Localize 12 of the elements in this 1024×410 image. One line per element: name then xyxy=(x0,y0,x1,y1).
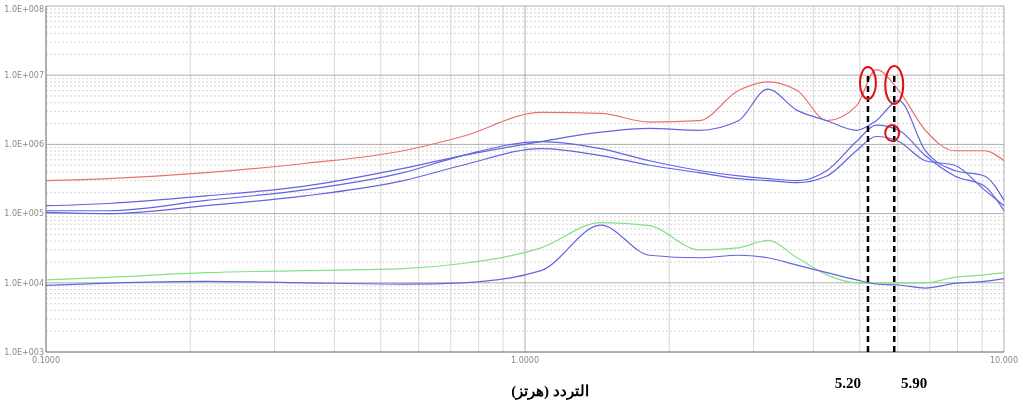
x-tick-label: 0.1000 xyxy=(32,356,60,365)
y-tick-label: 1.0E+003 xyxy=(4,347,44,357)
x-tick-label: 10.000 xyxy=(990,356,1018,365)
x-tick-label: 1.0000 xyxy=(511,356,539,365)
y-tick-label: 1.0E+008 xyxy=(4,4,44,14)
ref-line-label: 5.90 xyxy=(901,375,928,391)
y-tick-label: 1.0E+006 xyxy=(4,140,44,150)
ref-line-label: 5.20 xyxy=(834,375,862,391)
y-tick-label: 1.0E+007 xyxy=(4,71,44,80)
y-tick-label: 1.0E+005 xyxy=(4,209,44,219)
y-tick-label: 1.0E+004 xyxy=(4,278,44,288)
x-axis-title: التردد (هرتز) xyxy=(511,383,589,400)
